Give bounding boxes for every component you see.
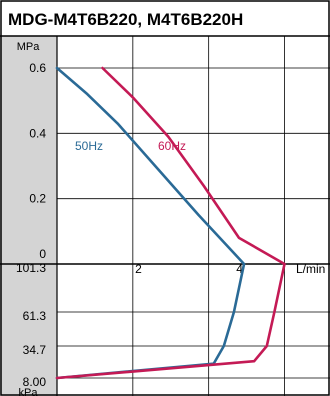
flow-tick-label: 4	[236, 262, 243, 276]
vacuum-tick-label: 8.00	[23, 375, 47, 389]
series-line-50hz	[55, 66, 246, 380]
pressure-unit-label: MPa	[17, 41, 41, 53]
vacuum-tick-label: 61.3	[23, 309, 47, 323]
pressure-tick-label: 0	[39, 247, 46, 261]
series-label-60hz: 60Hz	[158, 139, 186, 153]
pressure-tick-label: 0.2	[29, 192, 46, 206]
series-label-50hz: 50Hz	[75, 139, 103, 153]
vacuum-tick-label: 101.3	[16, 261, 46, 275]
flow-unit-label: L/min	[296, 262, 325, 276]
chart-title: MDG-M4T6B220, M4T6B220H	[8, 10, 243, 29]
series-line-60hz	[55, 66, 286, 380]
pressure-tick-label: 0.6	[29, 61, 46, 75]
flow-tick-label: 2	[135, 262, 142, 276]
vacuum-unit-label: kPa	[19, 387, 39, 396]
series-lines	[55, 66, 286, 380]
series-labels: 50Hz 60Hz	[75, 139, 186, 153]
vacuum-tick-label: 34.7	[23, 343, 47, 357]
plot-area	[57, 36, 330, 396]
pressure-tick-label: 0.4	[29, 126, 46, 140]
axis-label-band	[0, 36, 57, 396]
